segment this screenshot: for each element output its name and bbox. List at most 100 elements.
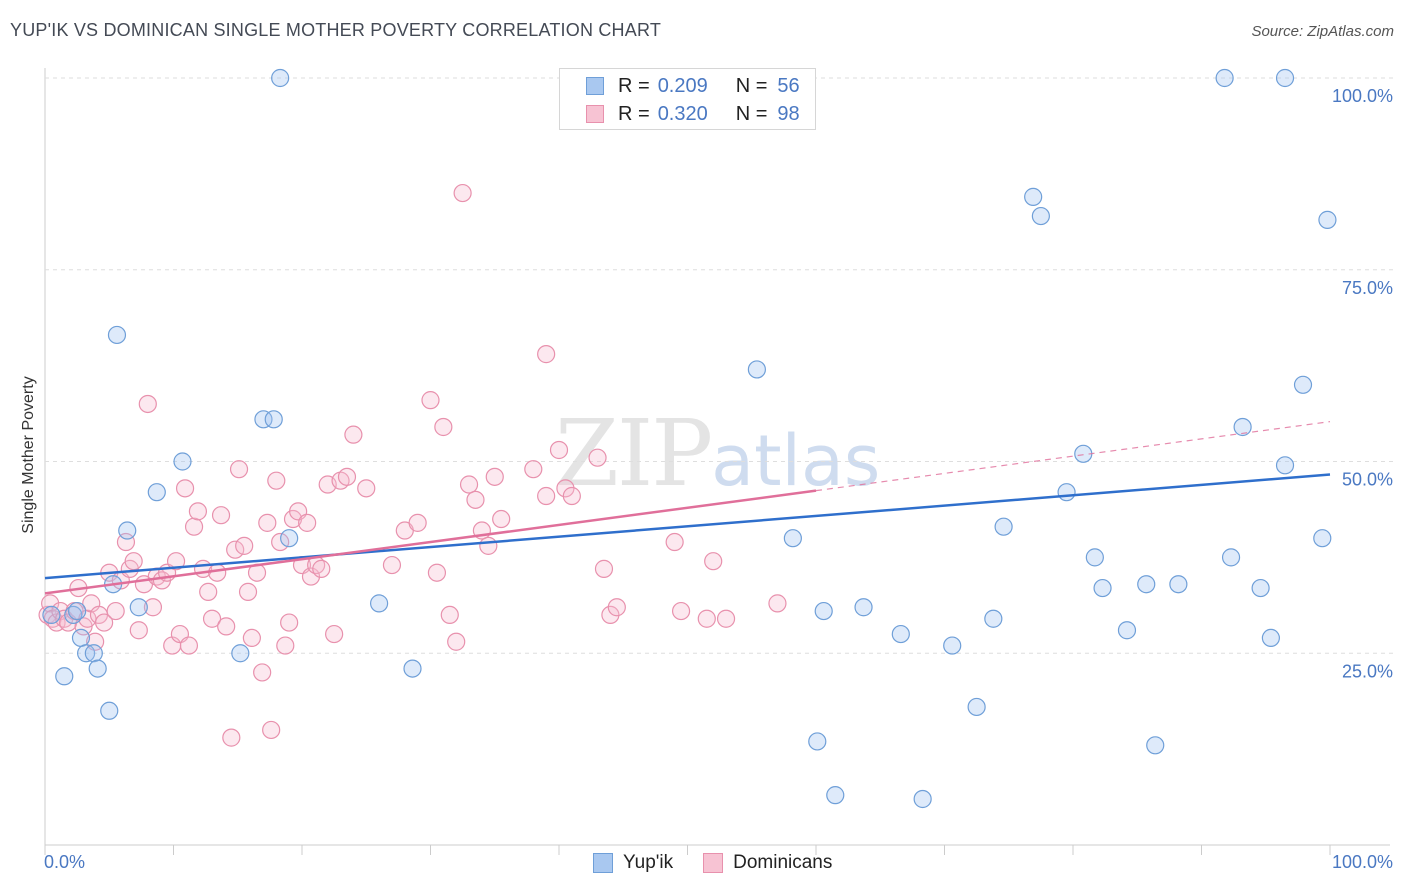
point-yupik: [1233, 417, 1252, 437]
point-dominicans: [427, 563, 447, 582]
legend-r-value: 0.320: [657, 102, 708, 125]
legend-n-label: N =: [735, 102, 768, 125]
point-yupik: [943, 636, 962, 655]
correlation-legend: R = 0.209 N = 56 R = 0.320 N = 98: [559, 68, 816, 130]
point-dominicans: [41, 594, 60, 613]
point-yupik: [913, 789, 932, 809]
legend-r-value: 0.209: [657, 74, 708, 97]
point-yupik: [147, 483, 166, 502]
point-dominicans: [202, 609, 222, 628]
y-axis-label: Single Mother Poverty: [20, 376, 37, 534]
point-yupik: [1146, 736, 1165, 755]
point-dominicans: [267, 471, 286, 490]
point-dominicans: [116, 532, 136, 552]
point-dominicans: [129, 621, 148, 640]
trend-line-yupik: [44, 473, 1331, 580]
series-label-dominicans: Dominicans: [733, 852, 833, 873]
watermark-atlas: atlas: [711, 420, 881, 502]
point-dominicans: [301, 567, 321, 586]
point-yupik: [1137, 575, 1156, 594]
point-yupik: [271, 68, 290, 88]
x-axis-max-label: 100.0%: [1331, 852, 1393, 872]
point-dominicans: [337, 467, 357, 486]
point-yupik: [42, 605, 61, 625]
point-dominicans: [242, 628, 261, 648]
point-yupik: [71, 628, 91, 648]
point-yupik: [1221, 548, 1241, 567]
y-tick-label: 75.0%: [1342, 278, 1393, 298]
point-yupik: [107, 325, 127, 345]
watermark: ZIPatlas: [555, 400, 880, 507]
y-tick-label: 50.0%: [1342, 470, 1393, 490]
point-yupik: [1275, 68, 1295, 88]
point-dominicans: [184, 517, 204, 536]
point-yupik: [118, 521, 137, 540]
point-yupik: [1293, 375, 1313, 394]
point-dominicans: [138, 394, 157, 414]
point-yupik: [77, 644, 96, 663]
point-dominicans: [175, 479, 195, 498]
point-dominicans: [188, 502, 208, 521]
point-dominicans: [704, 552, 723, 571]
point-yupik: [403, 659, 422, 678]
point-yupik: [370, 594, 389, 613]
series-legend-dominicans[interactable]: Dominicans: [703, 852, 832, 874]
point-dominicans: [271, 532, 290, 552]
legend-swatch-yupik: [586, 77, 604, 95]
watermark-zip: ZIP: [555, 400, 713, 507]
point-yupik: [280, 529, 299, 548]
point-dominicans: [298, 513, 317, 532]
point-dominicans: [325, 624, 344, 644]
point-yupik: [808, 732, 827, 751]
point-yupik: [783, 529, 802, 548]
point-dominicans: [312, 559, 331, 578]
legend-row-yupik: R = 0.209 N = 56: [586, 72, 800, 100]
point-dominicans: [447, 632, 466, 651]
trend-extension-dominicans: [815, 421, 1331, 492]
legend-n-label: N =: [735, 74, 768, 97]
y-tick-label: 25.0%: [1342, 661, 1393, 681]
point-yupik: [1085, 548, 1104, 567]
point-yupik: [129, 598, 148, 617]
series-legend: Yup'ik Dominicans: [593, 852, 862, 874]
point-dominicans: [258, 513, 277, 532]
point-dominicans: [276, 636, 295, 655]
point-dominicans: [344, 425, 363, 444]
point-dominicans: [549, 440, 569, 460]
source-label: Source: ZipAtlas.com: [1251, 23, 1394, 40]
point-yupik: [891, 624, 910, 644]
point-yupik: [967, 697, 986, 717]
point-dominicans: [434, 417, 453, 437]
point-dominicans: [459, 475, 479, 494]
point-yupik: [814, 601, 833, 621]
point-dominicans: [588, 448, 607, 467]
point-yupik: [1215, 68, 1234, 88]
series-legend-yupik[interactable]: Yup'ik: [593, 852, 673, 874]
legend-swatch-dominicans: [586, 105, 604, 123]
point-dominicans: [262, 720, 281, 740]
point-dominicans: [440, 605, 459, 625]
point-yupik: [55, 667, 74, 686]
point-yupik: [100, 701, 119, 720]
point-dominicans: [95, 613, 114, 632]
point-dominicans: [671, 601, 691, 621]
point-dominicans: [479, 536, 498, 555]
point-dominicans: [382, 555, 402, 575]
point-yupik: [254, 410, 273, 429]
series-swatch-yupik: [593, 853, 613, 873]
point-yupik: [1117, 621, 1137, 640]
point-dominicans: [485, 467, 504, 486]
point-dominicans: [143, 598, 163, 617]
point-yupik: [1251, 578, 1270, 598]
trend-line-dominicans: [44, 489, 817, 595]
legend-r-label: R =: [618, 74, 650, 97]
point-dominicans: [665, 532, 684, 552]
legend-row-dominicans: R = 0.320 N = 98: [586, 100, 800, 128]
legend-n-value: 98: [777, 102, 800, 125]
legend-r-label: R =: [618, 102, 650, 125]
point-dominicans: [166, 552, 186, 571]
point-dominicans: [199, 582, 218, 601]
point-yupik: [984, 609, 1003, 628]
point-dominicans: [208, 563, 227, 582]
